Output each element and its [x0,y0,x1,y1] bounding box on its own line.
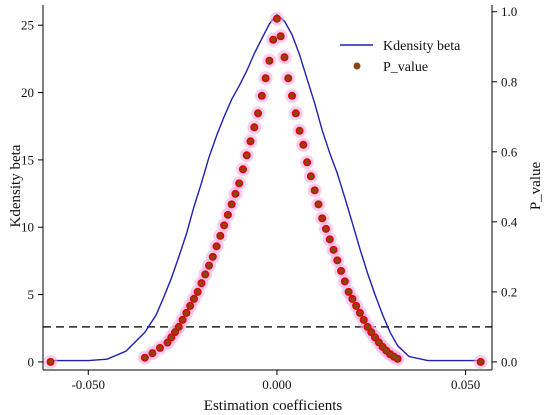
p-value-point [274,16,280,22]
p-value-point [278,33,284,39]
p-value-point [379,344,386,350]
p-value-point [327,236,333,242]
p-value-point [281,54,288,60]
p-value-point [300,142,306,148]
p-value-point [372,334,378,340]
p-value-point [142,355,148,361]
p-value-point [206,263,212,269]
p-value-point [247,138,254,144]
p-value-point [376,339,382,345]
legend: Kdensity beta P_value [340,39,461,75]
p-value-point [221,222,227,228]
p-value-point [353,303,359,309]
p-value-point [338,268,344,274]
p-value-point [395,356,401,362]
plot-area [43,11,492,369]
p-value-point [149,350,156,356]
p-value-point [387,351,393,357]
p-value-point [270,37,276,43]
p-value-point [266,58,272,64]
p-value-point [164,340,171,346]
legend-p-value-swatch [353,62,361,70]
p-value-point [240,166,246,172]
p-value-point [198,280,205,286]
p-value-point [259,93,265,99]
p-value-point [229,201,235,207]
axes: -0.050 0.000 0.050 0 5 10 15 20 25 0.0 0.2 0.4 0.6 0.… [21,4,518,392]
p-value-points [47,16,484,365]
p-value-point [251,124,257,130]
p-value-point [191,296,197,302]
p-value-point [172,329,178,335]
p-value-point [180,317,186,323]
p-value-point [361,317,367,323]
y-right-tick-label: 0.8 [501,74,517,89]
p-value-point [478,359,484,365]
y-axis-right-title: P_value [528,161,544,210]
p-value-point [47,359,54,365]
p-value-point [364,324,371,330]
y-left-tick-label: 20 [21,85,34,100]
y-left-tick-label: 10 [21,220,34,235]
p-value-point [217,233,223,239]
p-value-point [183,310,189,316]
p-value-point [244,152,250,158]
p-value-point [263,75,269,81]
p-value-point [296,128,303,134]
p-value-point [232,191,239,197]
p-value-point [368,329,374,335]
y-axis-left-title: Kdensity beta [8,144,24,227]
p-value-point [293,110,299,116]
x-tick-label: 0.050 [451,377,480,392]
p-value-point [383,348,389,354]
p-value-point [357,310,363,316]
p-value-point [157,345,163,351]
x-tick-label: 0.000 [262,377,291,392]
p-value-point [349,296,355,302]
p-value-point [319,215,325,221]
p-value-point [236,180,242,186]
y-right-tick-label: 1.0 [501,4,517,19]
p-value-point [330,247,337,253]
y-right-tick-label: 0.6 [501,144,518,159]
p-value-point [285,75,291,81]
p-value-point [187,303,193,309]
p-value-point [213,243,220,249]
y-left-tick-label: 5 [28,287,35,302]
p-value-point [210,254,216,260]
x-tick-label: -0.050 [71,377,105,392]
p-value-point [334,257,340,263]
p-value-point [255,110,261,116]
p-value-point [225,212,231,218]
p-value-point [289,93,295,99]
y-right-tick-label: 0.2 [501,284,517,299]
p-value-point [342,278,348,284]
p-value-point [312,187,318,193]
y-right-tick-label: 0.4 [501,214,518,229]
p-value-point [168,334,174,340]
legend-kdensity-label: Kdensity beta [383,39,461,54]
y-left-tick-label: 25 [21,18,34,33]
p-value-point [202,271,208,277]
y-left-tick-label: 15 [21,152,34,167]
legend-p-value-label: P_value [383,60,428,75]
p-value-point [308,173,314,179]
y-right-tick-label: 0.0 [501,354,517,369]
p-value-point [304,159,310,165]
y-left-tick-label: 0 [28,354,35,369]
x-axis-title: Estimation coefficients [204,398,343,414]
p-value-point [323,226,329,232]
p-value-point [195,289,201,295]
p-value-point [176,324,182,330]
p-value-point [315,201,322,207]
p-value-point [346,289,352,295]
